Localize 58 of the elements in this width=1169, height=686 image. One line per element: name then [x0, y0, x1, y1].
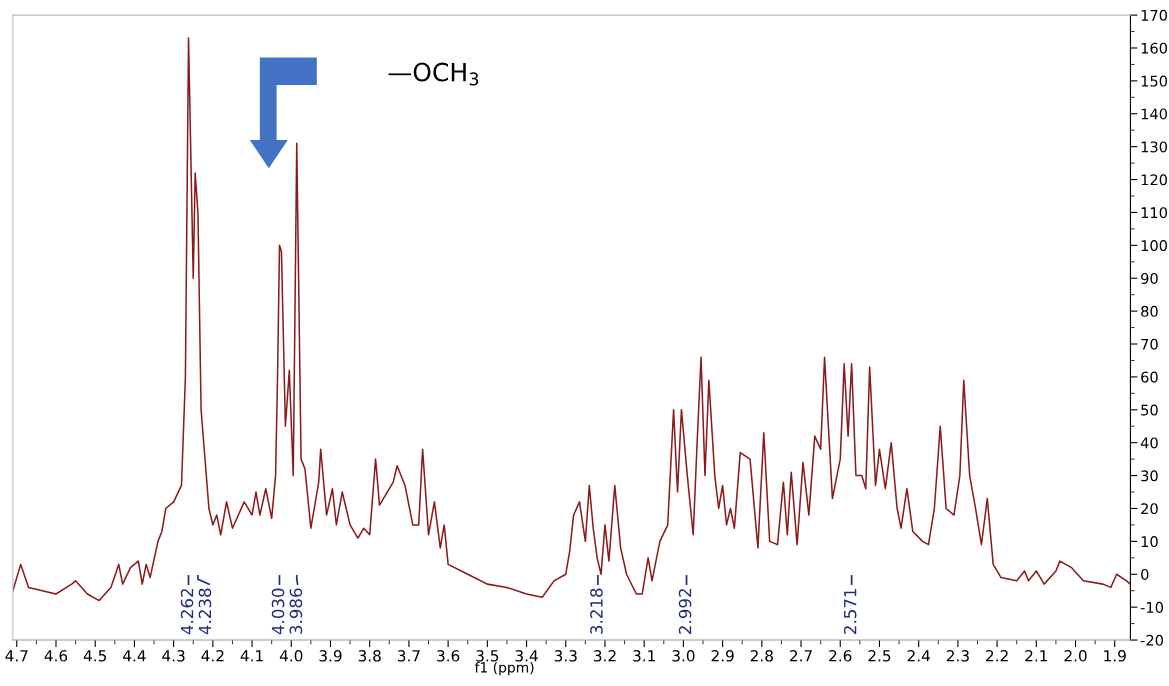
annotation: 3.986 [289, 588, 303, 634]
annotation: 4.030 [271, 588, 285, 635]
annotation: 3.218 [590, 588, 603, 634]
y-tick-label: 140 [1141, 108, 1168, 120]
y-tick-label: 70 [1141, 338, 1158, 350]
x-tick-label: 3.0 [672, 650, 695, 662]
x-tick-label: 3.4 [515, 650, 538, 662]
y-tick-label: 110 [1141, 207, 1168, 219]
annotation: —OCH$_{3}$ [388, 62, 479, 86]
y-tick-label: -20 [1140, 634, 1163, 646]
y-tick-label: -10 [1140, 601, 1163, 613]
x-tick-label: 4.7 [5, 650, 28, 662]
annotation: 4.262 [180, 589, 194, 635]
x-tick-label: 2.9 [711, 650, 734, 662]
y-tick-label: 150 [1141, 75, 1168, 87]
x-tick-label: 3.6 [437, 650, 460, 662]
x-tick-label: 1.9 [1104, 650, 1126, 662]
y-tick-label: 30 [1141, 470, 1158, 482]
x-tick-label: 4.1 [240, 650, 263, 662]
x-tick-label: 3.1 [633, 650, 655, 662]
y-tick-label: 10 [1141, 536, 1158, 548]
x-tick-label: 3.9 [319, 650, 342, 662]
y-tick-label: 120 [1141, 174, 1168, 186]
x-axis-title: f1 (ppm) [474, 661, 534, 676]
y-tick-label: 50 [1141, 404, 1158, 416]
x-tick-label: 3.2 [593, 650, 616, 662]
x-tick-label: 2.7 [790, 650, 812, 662]
y-tick-label: 20 [1141, 503, 1158, 515]
y-tick-label: 80 [1141, 305, 1158, 317]
x-tick-label: 3.7 [397, 650, 420, 662]
x-tick-label: 4.5 [83, 650, 107, 662]
y-tick-label: 40 [1140, 437, 1158, 449]
x-tick-label: 4.2 [201, 650, 224, 662]
y-tick-label: 160 [1141, 42, 1168, 54]
x-tick-label: 2.0 [1064, 650, 1087, 662]
y-tick-label: 60 [1141, 371, 1158, 383]
y-tick-label: 170 [1141, 9, 1168, 21]
annotation: 2.571 [843, 588, 857, 634]
x-tick-label: 4.3 [162, 650, 185, 662]
annotation: 2.992 [678, 589, 692, 634]
y-tick-label: 100 [1141, 240, 1168, 252]
x-tick-label: 2.2 [986, 650, 1008, 662]
x-tick-label: 3.3 [554, 650, 577, 662]
y-tick-label: 0 [1141, 568, 1149, 580]
y-tick-label: 130 [1141, 141, 1168, 153]
x-tick-label: 4.0 [279, 650, 303, 662]
x-tick-label: 3.5 [476, 650, 499, 662]
x-tick-label: 2.1 [1025, 650, 1048, 662]
x-tick-label: 2.8 [750, 650, 773, 662]
x-tick-label: 2.3 [946, 650, 969, 662]
x-tick-label: 2.5 [868, 650, 891, 662]
x-tick-label: 4.4 [123, 650, 146, 662]
x-tick-label: 2.4 [907, 650, 930, 662]
x-tick-label: 4.6 [44, 650, 68, 662]
annotation: 4.238 [198, 588, 212, 635]
y-tick-label: 90 [1141, 272, 1158, 284]
x-tick-label: 3.8 [358, 650, 381, 662]
x-tick-label: 2.6 [829, 650, 852, 662]
